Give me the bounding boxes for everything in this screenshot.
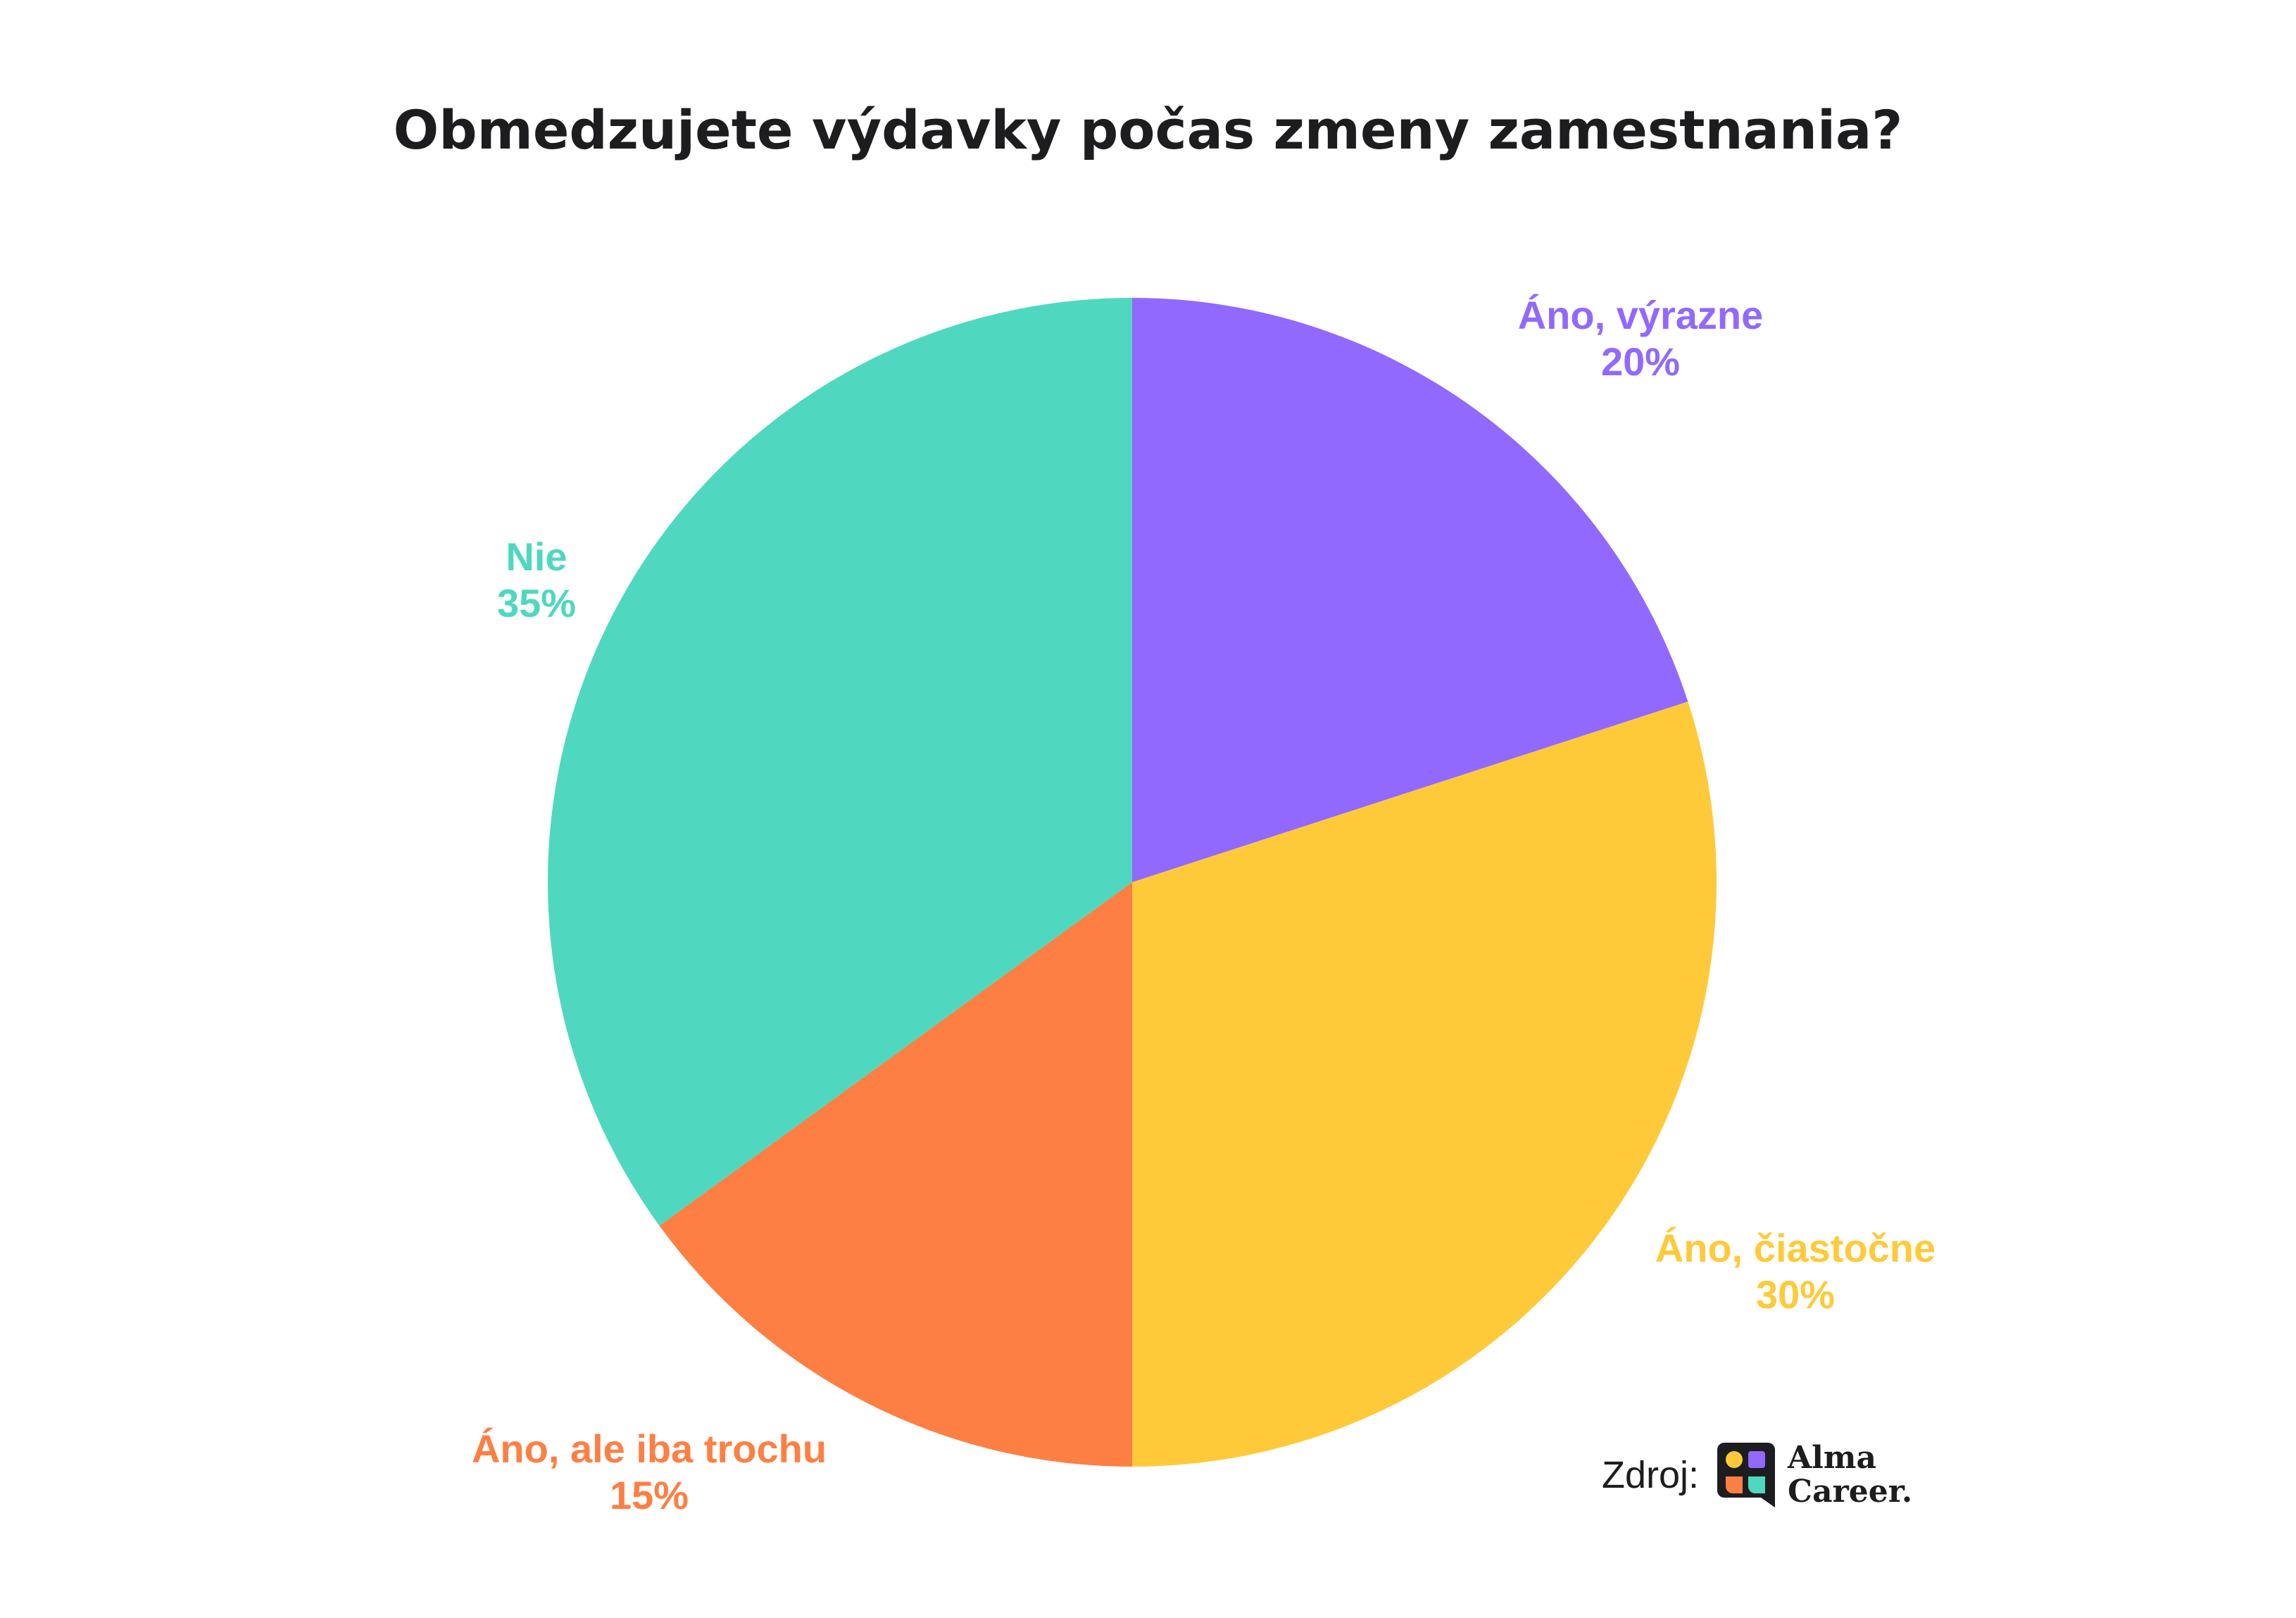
slice-label-ano-ale-iba-trochu-value: 15% [609,1473,689,1517]
logo-text-line1: Alma [1788,1440,1876,1476]
slice-label-ano-vyrazne-text: Áno, výrazne [1517,293,1764,337]
logo-text-line2: Career. [1788,1474,1913,1510]
pie-slice-áno-výrazne [1132,298,1688,882]
chart-title: Obmedzujete výdavky počas zmeny zamestna… [393,99,1903,161]
source-label: Zdroj: [1602,1454,1700,1496]
slice-label-ano-vyrazne-value: 20% [1600,339,1681,384]
pie-slice-áno-ale-iba-trochu [659,882,1132,1467]
pie-slice-áno-čiastočne [1132,701,1717,1467]
slice-label-ano-ciastocne-text: Áno, čiastočne [1655,1226,1936,1270]
slice-label-nie-text: Nie [506,534,567,579]
alma-career-logo-text: Alma Career. [1788,1441,1912,1509]
slice-label-nie: Nie 35% [497,534,576,627]
slice-label-ano-vyrazne: Áno, výrazne 20% [1518,292,1764,385]
slice-label-ano-ale-iba-trochu: Áno, ale iba trochu 15% [472,1426,827,1519]
slice-label-ano-ale-iba-trochu-text: Áno, ale iba trochu [471,1426,827,1471]
pie-slice-nie [547,298,1132,1226]
source-attribution: Zdroj: Alma Career. [1602,1436,1912,1514]
slice-label-ano-ciastocne-value: 30% [1755,1272,1836,1317]
slice-label-ano-ciastocne: Áno, čiastočne 30% [1655,1225,1936,1318]
slice-label-nie-value: 35% [496,581,577,625]
alma-career-logo-icon [1717,1443,1776,1507]
